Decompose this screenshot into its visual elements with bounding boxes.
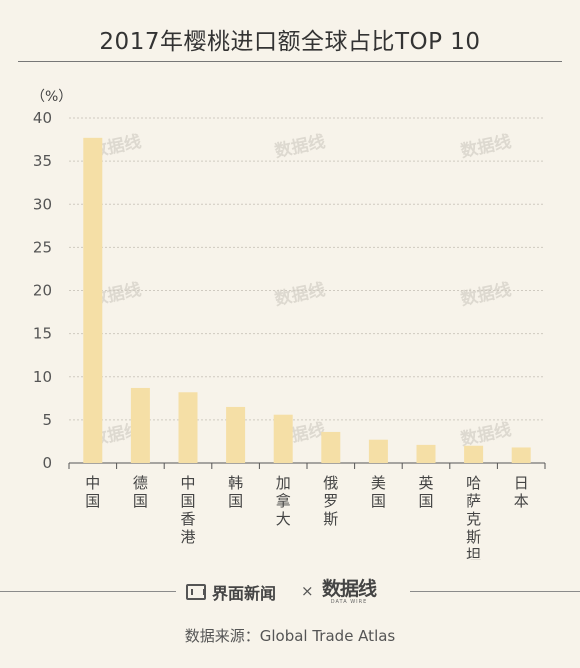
y-tick-label: 0 bbox=[42, 454, 52, 472]
bar bbox=[226, 406, 246, 463]
x-tick-label: 美 bbox=[371, 474, 386, 492]
x-tick-label: 国 bbox=[133, 492, 148, 510]
x-tick-label: 国 bbox=[180, 492, 195, 510]
x-tick-label: 萨 bbox=[466, 492, 481, 510]
x-tick-label: 拿 bbox=[276, 492, 291, 510]
x-tick-label: 英 bbox=[418, 474, 433, 492]
collab-separator: × bbox=[301, 582, 314, 600]
x-tick-label: 哈 bbox=[466, 474, 481, 492]
y-tick-label: 10 bbox=[33, 368, 52, 386]
x-tick-label: 斯 bbox=[466, 528, 481, 546]
bar bbox=[321, 431, 341, 463]
x-tick-label: 大 bbox=[276, 510, 291, 528]
bar bbox=[83, 137, 103, 463]
y-tick-label: 40 bbox=[33, 109, 52, 127]
jiemian-logo: 界面新闻 bbox=[186, 580, 276, 604]
y-tick-label: 35 bbox=[33, 152, 52, 170]
title-divider bbox=[18, 61, 562, 62]
x-tick-label: 德 bbox=[133, 474, 148, 492]
x-tick-label: 港 bbox=[180, 528, 195, 546]
footer-divider-right bbox=[410, 591, 580, 592]
x-tick-label: 本 bbox=[514, 492, 529, 510]
x-tick-label: 国 bbox=[371, 492, 386, 510]
x-tick-label: 日 bbox=[514, 474, 529, 492]
x-tick-label: 韩 bbox=[228, 474, 243, 492]
x-tick-label: 罗 bbox=[323, 492, 338, 510]
y-tick-label: 15 bbox=[33, 325, 52, 343]
jiemian-logo-icon bbox=[186, 584, 206, 600]
x-tick-label: 国 bbox=[85, 492, 100, 510]
y-tick-label: 20 bbox=[33, 282, 52, 300]
chart-title: 2017年樱桃进口额全球占比TOP 10 bbox=[99, 29, 481, 55]
y-axis-unit-label: （%） bbox=[31, 89, 72, 105]
x-tick-label: 香 bbox=[180, 510, 195, 528]
footer-divider-left bbox=[0, 591, 176, 592]
x-tick-label: 加 bbox=[276, 474, 291, 492]
bar bbox=[416, 444, 436, 463]
y-tick-label: 30 bbox=[33, 195, 52, 213]
datawire-logo-text: 数据线 bbox=[322, 578, 377, 600]
x-tick-label: 克 bbox=[466, 510, 481, 528]
data-source: 数据来源：Global Trade Atlas bbox=[184, 627, 396, 645]
bar bbox=[130, 387, 150, 463]
x-tick-label: 中 bbox=[180, 474, 195, 492]
jiemian-logo-text: 界面新闻 bbox=[212, 584, 277, 603]
bar-chart: （%）0510152025303540中国德国中国香港韩国加拿大俄罗斯美国英国哈… bbox=[31, 89, 546, 560]
datawire-logo: 数据线 DATA WIRE bbox=[322, 574, 377, 608]
bar bbox=[464, 445, 484, 463]
x-tick-label: 国 bbox=[418, 492, 433, 510]
bar bbox=[368, 439, 388, 463]
x-tick-label: 斯 bbox=[323, 510, 338, 528]
x-tick-label: 中 bbox=[85, 474, 100, 492]
y-tick-label: 25 bbox=[33, 238, 52, 256]
datawire-logo-subtext: DATA WIRE bbox=[330, 599, 368, 605]
x-tick-label: 国 bbox=[228, 492, 243, 510]
x-tick-label: 坦 bbox=[466, 546, 481, 560]
bar bbox=[273, 414, 293, 463]
bar bbox=[511, 447, 531, 463]
x-tick-label: 俄 bbox=[323, 474, 338, 492]
bar bbox=[178, 392, 198, 463]
y-tick-label: 5 bbox=[42, 411, 52, 429]
